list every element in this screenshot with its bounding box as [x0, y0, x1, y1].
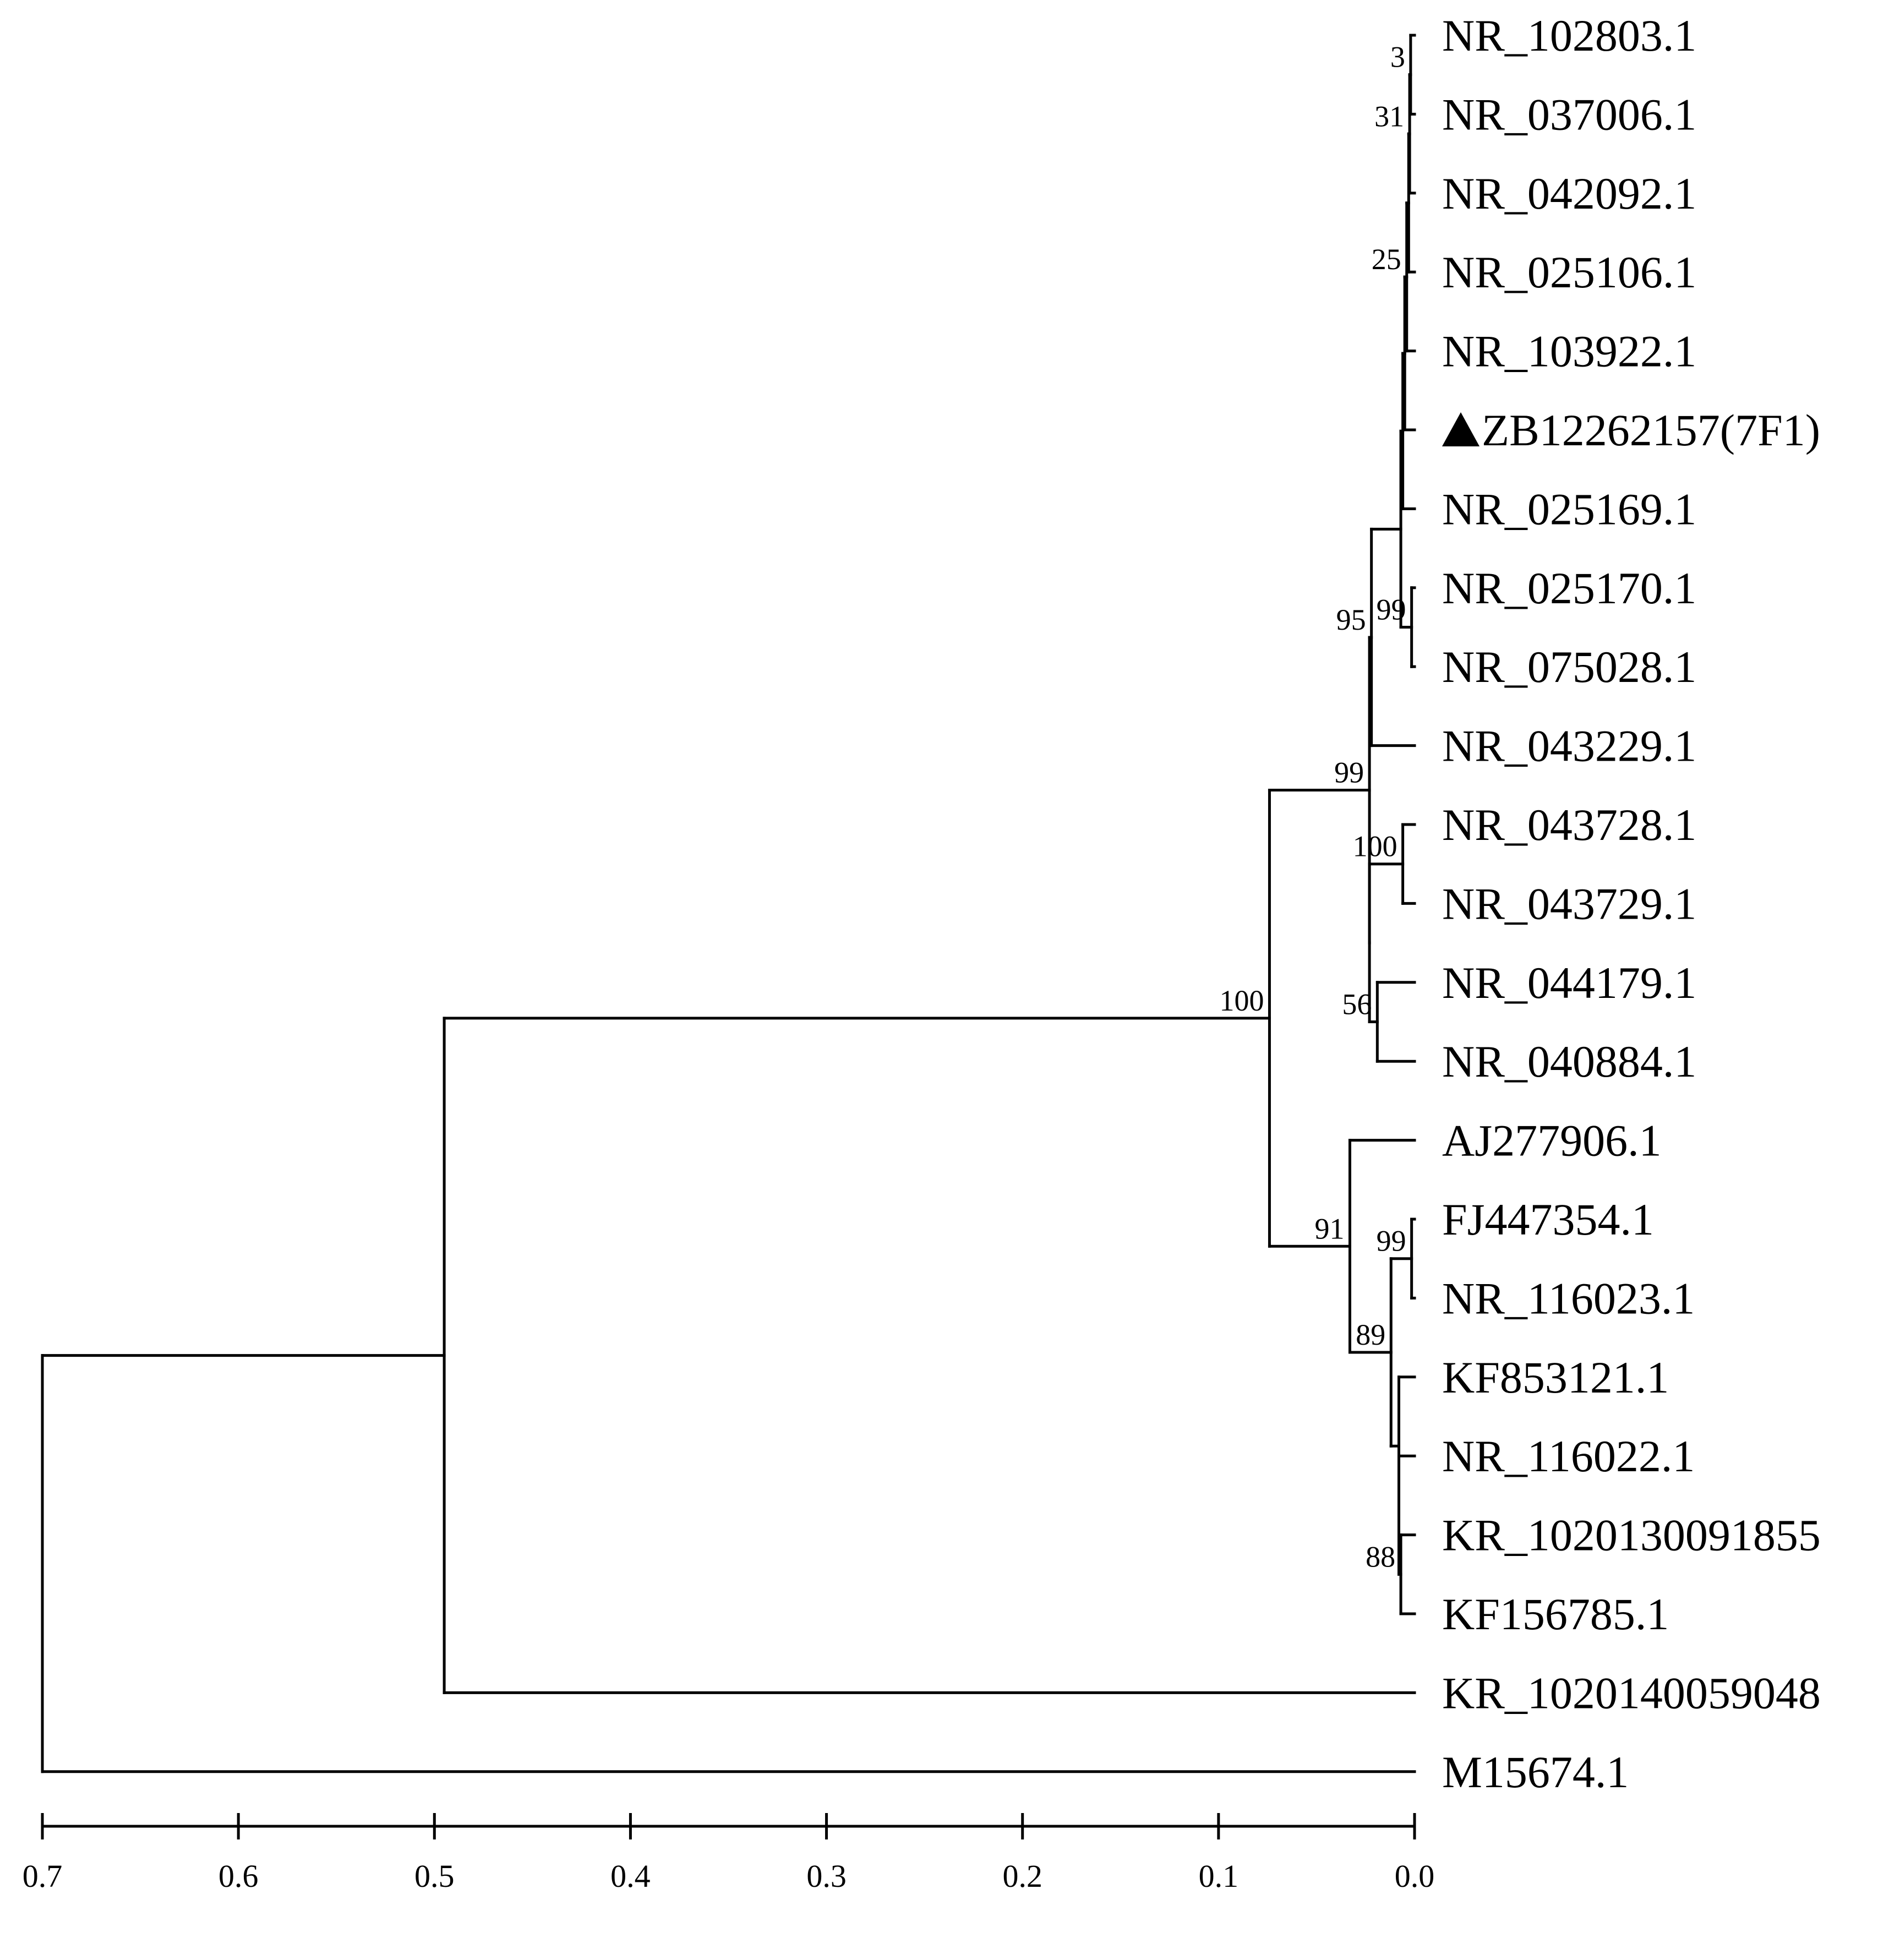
leaf-label: KR_1020130091855: [1442, 1510, 1821, 1560]
dendrogram-branches: [41, 34, 1416, 1773]
bootstrap-value: 100: [1219, 984, 1264, 1017]
leaf-label: FJ447354.1: [1442, 1194, 1654, 1244]
axis-tick-label: 0.4: [610, 1858, 651, 1894]
axis-tick-label: 0.0: [1395, 1858, 1435, 1894]
axis-tick-label: 0.1: [1199, 1858, 1239, 1894]
leaf-label: NR_025106.1: [1442, 247, 1696, 297]
leaf-label: NR_025170.1: [1442, 563, 1696, 613]
axis-tick-label: 0.6: [219, 1858, 259, 1894]
axis-tick-label: 0.5: [414, 1858, 455, 1894]
leaf-label: M15674.1: [1442, 1747, 1629, 1797]
leaf-label: NR_040884.1: [1442, 1036, 1696, 1087]
axis-tick-label: 0.3: [806, 1858, 847, 1894]
leaf-label: NR_025169.1: [1442, 484, 1696, 534]
axis-tick-label: 0.2: [1002, 1858, 1042, 1894]
bootstrap-value: 88: [1366, 1540, 1395, 1573]
leaf-label: NR_043229.1: [1442, 721, 1696, 771]
leaf-label: NR_116022.1: [1442, 1431, 1695, 1481]
triangle-marker-icon: [1442, 412, 1480, 446]
bootstrap-value: 99: [1377, 593, 1406, 626]
bootstrap-value: 3: [1390, 41, 1405, 74]
leaf-label: NR_102803.1: [1442, 10, 1696, 61]
leaf-label: KR_1020140059048: [1442, 1668, 1821, 1718]
axis-tick-label: 0.7: [23, 1858, 63, 1894]
leaf-labels: NR_102803.1 NR_037006.1 NR_042092.1 NR_0251…: [1442, 10, 1821, 1797]
leaf-label: AJ277906.1: [1442, 1116, 1662, 1166]
leaf-label: NR_075028.1: [1442, 642, 1696, 692]
leaf-label: KF853121.1: [1442, 1352, 1669, 1402]
bootstrap-value: 25: [1372, 243, 1401, 276]
bootstrap-value: 95: [1336, 603, 1366, 636]
leaf-label: NR_037006.1: [1442, 89, 1696, 139]
bootstrap-value: 99: [1377, 1225, 1406, 1258]
distance-scale-axis: 0.7 0.6 0.5 0.4 0.3 0.2 0.1 0.0: [23, 1813, 1435, 1894]
bootstrap-value: 31: [1374, 100, 1404, 133]
bootstrap-labels: 3 31 25 99 95 100 56 99 99 88 89 91 100: [1219, 41, 1406, 1574]
leaf-label: NR_103922.1: [1442, 326, 1696, 376]
leaf-label: NR_043729.1: [1442, 878, 1696, 929]
leaf-label: NR_116023.1: [1442, 1273, 1695, 1323]
bootstrap-value: 91: [1314, 1212, 1344, 1245]
bootstrap-value: 99: [1334, 756, 1364, 789]
leaf-label: NR_043728.1: [1442, 800, 1696, 850]
bootstrap-value: 100: [1353, 830, 1397, 863]
leaf-label: ZB12262157(7F1): [1482, 405, 1820, 455]
leaf-label: NR_044179.1: [1442, 958, 1696, 1008]
bootstrap-value: 89: [1356, 1318, 1385, 1351]
bootstrap-value: 56: [1342, 988, 1372, 1021]
leaf-label: KF156785.1: [1442, 1589, 1669, 1639]
leaf-label: NR_042092.1: [1442, 168, 1696, 219]
